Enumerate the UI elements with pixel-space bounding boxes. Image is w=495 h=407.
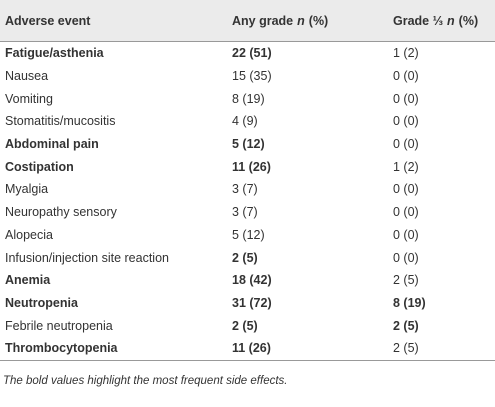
table-cell: 2 (5) [232, 250, 258, 265]
table-cell: 2 (5) [232, 318, 258, 333]
table-cell: 11 (26) [227, 336, 388, 361]
table-cell: 8 (19) [393, 295, 426, 310]
table-cell: 0 (0) [393, 227, 419, 242]
table-cell: 2 (5) [393, 318, 419, 333]
table-body: Fatigue/asthenia 22 (51) 1 (2) Nausea 15 (35… [0, 42, 495, 361]
table-cell: 0 (0) [393, 114, 419, 129]
table-cell: 1 (2) [393, 159, 419, 174]
table-cell: 22 (51) [232, 46, 272, 61]
table-cell: Neutropenia [5, 295, 78, 310]
table-cell: Infusion/injection site reaction [5, 250, 169, 265]
table-row: Neutropenia 31 (72) 8 (19) [0, 292, 495, 315]
table-cell: Fatigue/asthenia [5, 46, 104, 61]
header-cell: Adverse event [0, 0, 227, 42]
header-cell: Any grade n (%) [227, 0, 388, 42]
table-cell: 0 (0) [393, 205, 419, 220]
table-cell: 2 (5) [388, 336, 495, 361]
table-cell: Neuropathy sensory [5, 205, 117, 220]
table-cell: 0 (0) [393, 69, 419, 84]
table-cell: 0 (0) [393, 182, 419, 197]
table-cell: 8 (19) [232, 91, 265, 106]
table-cell: Abdominal pain [5, 137, 99, 152]
header-text: n [447, 13, 455, 28]
adverse-events-table: Adverse event Any grade n (%) Grade ⅓ n (%) Fa… [0, 0, 495, 361]
header-cell: Grade ⅓ n (%) [388, 0, 495, 42]
table-row: Neuropathy sensory 3 (7) 0 (0) [0, 201, 495, 224]
table-cell: 15 (35) [232, 69, 272, 84]
table-cell: 5 (12) [232, 227, 265, 242]
table-cell: 1 (2) [393, 46, 419, 61]
table-row: Myalgia 3 (7) 0 (0) [0, 178, 495, 201]
table-row: Fatigue/asthenia 22 (51) 1 (2) [0, 42, 495, 65]
table-cell: 31 (72) [232, 295, 272, 310]
table-cell: Nausea [5, 69, 49, 84]
table-cell: 3 (7) [232, 205, 258, 220]
table-row: Vomiting 8 (19) 0 (0) [0, 87, 495, 110]
table-cell: Thrombocytopenia [0, 336, 227, 361]
table-row: Infusion/injection site reaction 2 (5) 0 (… [0, 246, 495, 269]
table-cell: 5 (12) [232, 137, 265, 152]
table-cell: Myalgia [5, 182, 49, 197]
header-text: Grade ⅓ [393, 13, 444, 28]
table-cell: 2 (5) [393, 273, 419, 288]
table-row: Alopecia 5 (12) 0 (0) [0, 224, 495, 247]
table-cell: 3 (7) [232, 182, 258, 197]
header-text: (%) [458, 13, 479, 28]
table-row: Febrile neutropenia 2 (5) 2 (5) [0, 314, 495, 337]
header-text: n [297, 13, 305, 28]
table-cell: 11 (26) [232, 159, 271, 174]
table-cell: Anemia [5, 273, 51, 288]
table-cell: Alopecia [5, 227, 53, 242]
header-text: (%) [308, 13, 329, 28]
table-cell: 0 (0) [393, 137, 419, 152]
table-cell: Febrile neutropenia [5, 318, 113, 333]
table-row: Thrombocytopenia 11 (26) 2 (5) [0, 336, 495, 361]
table-cell: 0 (0) [393, 250, 419, 265]
table-row: Costipation 11 (26) 1 (2) [0, 155, 495, 178]
header-row: Adverse event Any grade n (%) Grade ⅓ n (%) [0, 0, 495, 42]
footnote: The bold values highlight the most frequ… [3, 374, 288, 387]
table-cell: Vomiting [5, 91, 53, 106]
table-row: Anemia 18 (42) 2 (5) [0, 269, 495, 292]
table-row: Nausea 15 (35) 0 (0) [0, 65, 495, 88]
table-cell: 4 (9) [232, 114, 258, 129]
table-cell: Stomatitis/mucositis [5, 114, 116, 129]
table-cell: 0 (0) [393, 91, 419, 106]
table-cell: Costipation [5, 159, 74, 174]
header-text: Any grade [232, 13, 294, 28]
header-text: Adverse event [5, 13, 91, 28]
table-cell: 18 (42) [232, 273, 272, 288]
table-row: Abdominal pain 5 (12) 0 (0) [0, 133, 495, 156]
table-row: Stomatitis/mucositis 4 (9) 0 (0) [0, 110, 495, 133]
